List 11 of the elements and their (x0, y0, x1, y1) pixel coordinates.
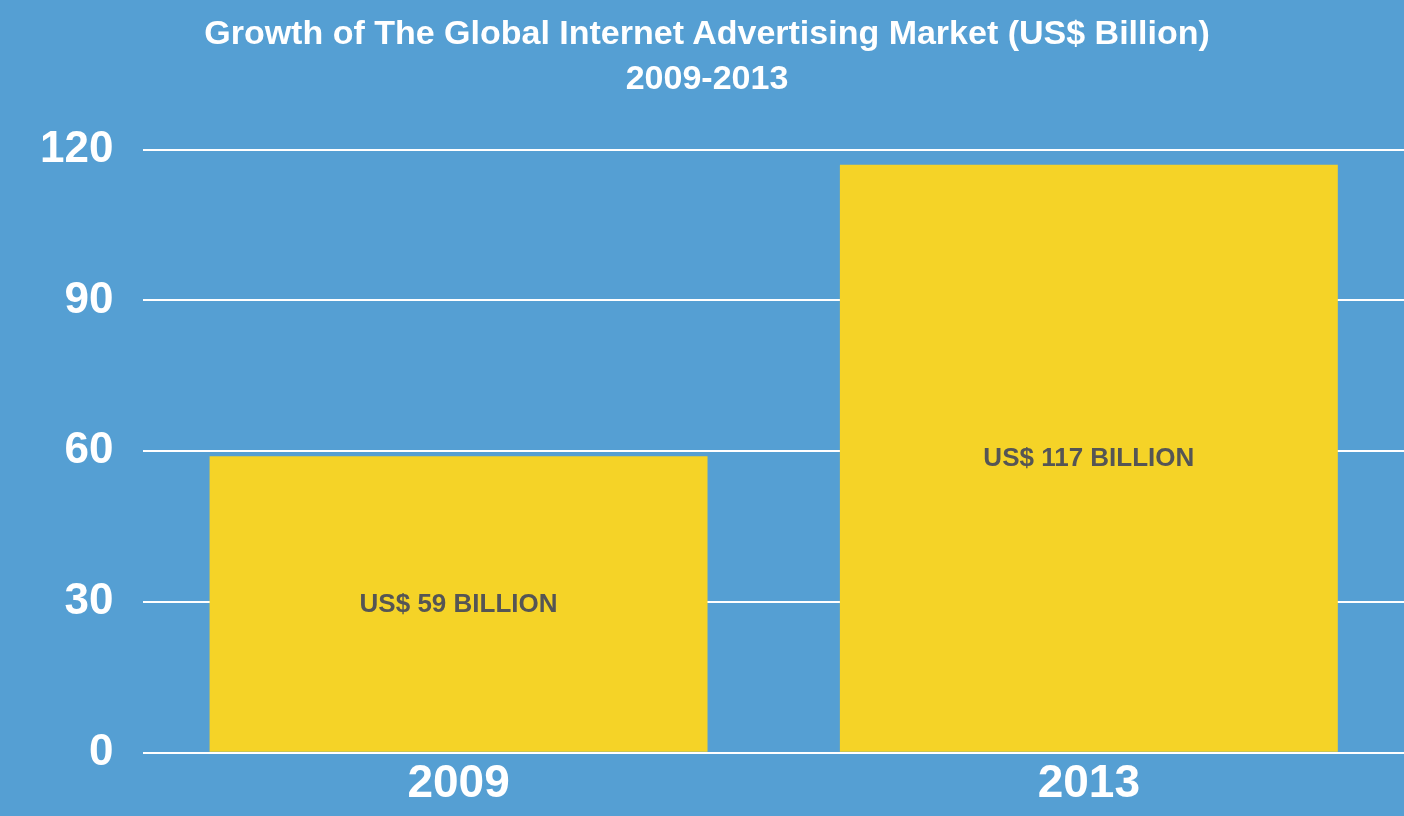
chart-subtitle: 2009-2013 (625, 57, 789, 96)
y-tick-label: 30 (64, 574, 114, 624)
data-label: US$ 59 BILLION (359, 587, 558, 618)
y-tick-label: 0 (88, 724, 114, 774)
y-tick-label: 120 (39, 121, 114, 171)
chart-title: Growth of The Global Internet Advertising Market (US$ Billion) (204, 12, 1210, 51)
x-tick-label: 2009 (407, 755, 510, 808)
y-tick-label: 90 (64, 272, 114, 322)
x-tick-label: 2013 (1037, 755, 1141, 808)
data-label: US$ 117 BILLION (983, 441, 1195, 472)
y-tick-label: 60 (64, 423, 114, 473)
